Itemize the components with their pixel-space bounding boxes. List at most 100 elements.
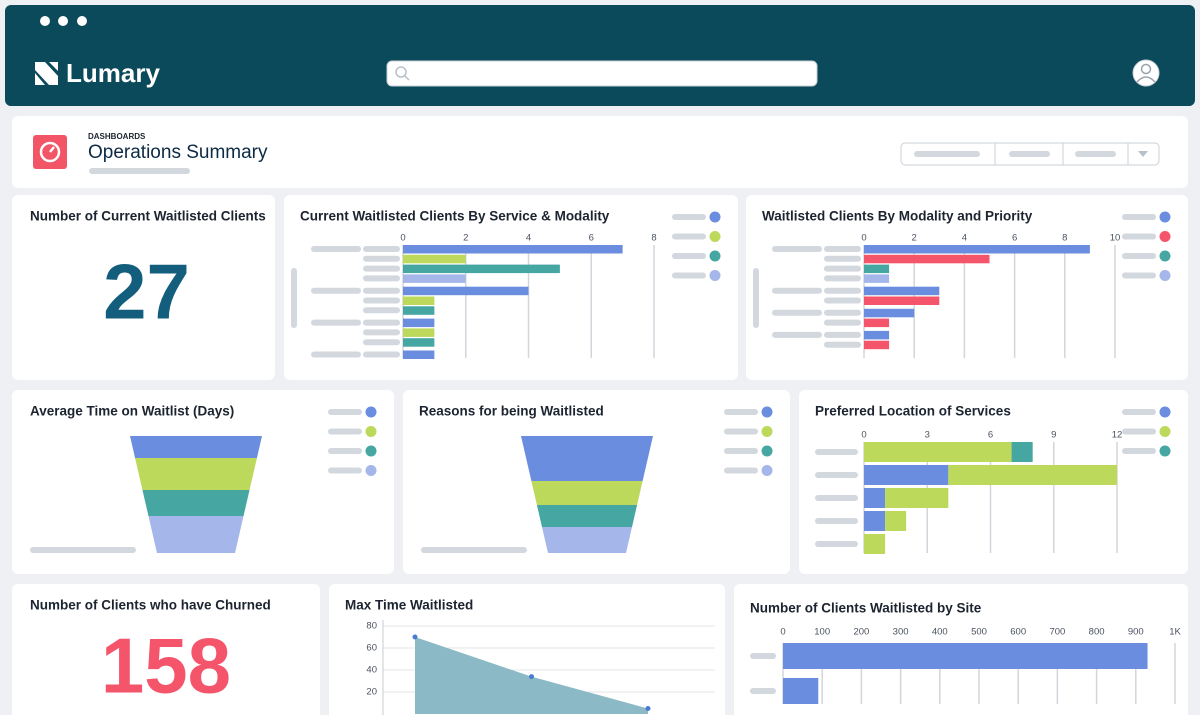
legend-dot bbox=[1159, 426, 1171, 437]
bar bbox=[864, 534, 886, 554]
placeholder bbox=[363, 307, 400, 314]
window-dot bbox=[77, 16, 87, 26]
legend-dot bbox=[1159, 211, 1171, 223]
x-tick-label: 4 bbox=[962, 233, 967, 244]
legend-dot bbox=[1159, 231, 1171, 242]
card-title: Number of Current Waitlisted Clients bbox=[30, 209, 266, 224]
x-tick-label: 9 bbox=[1051, 430, 1056, 441]
point bbox=[412, 634, 418, 640]
card-title: Average Time on Waitlist (Days) bbox=[30, 404, 234, 419]
search-bar[interactable] bbox=[386, 60, 818, 87]
funnel-stage bbox=[130, 436, 262, 458]
avatar-icon bbox=[1140, 63, 1152, 75]
legend-dot bbox=[709, 250, 721, 262]
bar bbox=[864, 488, 886, 508]
window-dot bbox=[40, 16, 50, 26]
breadcrumb: DASHBOARDS bbox=[88, 132, 146, 141]
placeholder bbox=[824, 265, 861, 272]
legend-dot bbox=[365, 465, 377, 476]
bar bbox=[403, 328, 435, 337]
dashboard-icon bbox=[49, 146, 55, 153]
x-tick-label: 6 bbox=[988, 430, 993, 441]
placeholder bbox=[311, 351, 361, 358]
funnel-stage bbox=[135, 458, 257, 490]
x-tick-label: 2 bbox=[912, 233, 917, 244]
bar bbox=[403, 274, 466, 283]
card bbox=[12, 195, 275, 380]
placeholder bbox=[672, 272, 706, 279]
placeholder bbox=[772, 287, 822, 294]
x-tick-label: 6 bbox=[589, 233, 594, 244]
legend-dot bbox=[761, 465, 773, 476]
placeholder bbox=[824, 297, 861, 304]
bar bbox=[864, 308, 915, 318]
placeholder bbox=[815, 518, 858, 524]
placeholder bbox=[1122, 214, 1156, 220]
x-tick-label: 600 bbox=[1010, 627, 1026, 638]
bar bbox=[403, 350, 435, 359]
bar bbox=[864, 465, 949, 485]
x-tick-label: 500 bbox=[971, 627, 987, 638]
placeholder bbox=[1122, 409, 1156, 415]
bar bbox=[403, 254, 466, 264]
search-icon bbox=[404, 75, 410, 81]
placeholder bbox=[1122, 233, 1156, 240]
bar bbox=[864, 264, 890, 274]
bar bbox=[403, 306, 435, 315]
placeholder bbox=[30, 547, 136, 553]
x-tick-label: 8 bbox=[651, 233, 656, 244]
placeholder bbox=[824, 331, 861, 338]
placeholder bbox=[1075, 151, 1116, 157]
placeholder bbox=[363, 297, 400, 304]
bar bbox=[885, 488, 949, 508]
card-title: Number of Clients Waitlisted by Site bbox=[750, 601, 982, 616]
y-tick-label: 80 bbox=[366, 621, 377, 632]
bar bbox=[864, 511, 886, 531]
bar bbox=[864, 254, 990, 264]
card bbox=[12, 584, 320, 715]
placeholder bbox=[1122, 448, 1156, 454]
x-tick-label: 0 bbox=[861, 430, 866, 441]
kpi-value: 27 bbox=[103, 248, 190, 336]
placeholder bbox=[815, 472, 858, 478]
placeholder bbox=[1122, 428, 1156, 435]
x-tick-label: 0 bbox=[861, 233, 866, 244]
placeholder bbox=[1122, 272, 1156, 279]
x-tick-label: 0 bbox=[780, 627, 785, 638]
placeholder bbox=[750, 653, 776, 659]
bar bbox=[783, 643, 1148, 669]
x-tick-label: 700 bbox=[1049, 627, 1065, 638]
placeholder bbox=[363, 287, 400, 294]
bar bbox=[403, 245, 623, 254]
legend-dot bbox=[709, 211, 721, 223]
avatar-icon bbox=[1136, 76, 1156, 83]
bar bbox=[864, 318, 890, 328]
bar bbox=[403, 338, 435, 347]
legend-dot bbox=[761, 406, 773, 418]
bar bbox=[864, 286, 940, 296]
legend-dot bbox=[709, 231, 721, 242]
card-title: Max Time Waitlisted bbox=[345, 598, 473, 613]
x-tick-label: 12 bbox=[1112, 430, 1123, 441]
x-tick-label: 10 bbox=[1110, 233, 1121, 244]
point bbox=[529, 674, 534, 680]
x-tick-label: 4 bbox=[526, 233, 531, 244]
placeholder bbox=[724, 409, 758, 415]
funnel-stage bbox=[536, 505, 638, 527]
x-tick-label: 900 bbox=[1128, 627, 1144, 638]
x-tick-label: 800 bbox=[1089, 627, 1105, 638]
funnel-stage bbox=[142, 490, 250, 516]
bar bbox=[783, 678, 819, 704]
scrollbar bbox=[753, 268, 759, 328]
x-tick-label: 8 bbox=[1062, 233, 1067, 244]
placeholder bbox=[328, 467, 362, 474]
bar bbox=[864, 274, 890, 283]
placeholder bbox=[672, 233, 706, 240]
x-tick-label: 0 bbox=[400, 233, 405, 244]
legend-dot bbox=[365, 426, 377, 437]
funnel-stage bbox=[531, 481, 643, 505]
header-card bbox=[12, 116, 1188, 188]
x-tick-label: 400 bbox=[932, 627, 948, 638]
area bbox=[415, 637, 648, 714]
bar bbox=[403, 286, 529, 296]
